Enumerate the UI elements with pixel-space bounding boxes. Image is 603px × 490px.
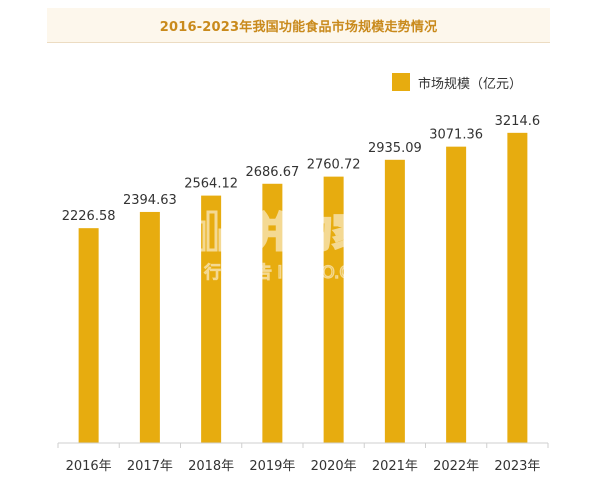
bar-2018年	[201, 195, 222, 443]
category-label: 2022年	[433, 459, 479, 474]
x-ticks-group	[57, 443, 549, 448]
category-label: 2018年	[188, 459, 234, 474]
category-labels-group: 2016年 2017年 2018年 2019年 2020年 2021年 2022年 2023年	[66, 459, 541, 474]
bar-2016年	[78, 228, 99, 443]
chart-title: 2016-2023年我国功能食品市场规模走势情况	[159, 19, 438, 35]
legend-swatch	[392, 73, 410, 91]
chart-legend: 市场规模（亿元）	[392, 72, 522, 92]
legend-label: 市场规模（亿元）	[418, 76, 523, 92]
category-label: 2016年	[66, 459, 112, 474]
category-label: 2021年	[372, 459, 418, 474]
category-label: 2017年	[127, 459, 173, 474]
value-label: 2935.09	[368, 141, 422, 156]
value-label: 3071.36	[429, 128, 483, 143]
value-label: 3214.6	[495, 114, 541, 129]
bar-2020年	[323, 176, 344, 444]
category-label: 2019年	[249, 459, 295, 474]
value-label: 2686.67	[245, 165, 299, 180]
bar-2019年	[262, 183, 283, 443]
bar-2017年	[139, 211, 160, 443]
category-label: 2023年	[494, 459, 540, 474]
bar-2021年	[384, 159, 405, 444]
bars-group	[78, 132, 528, 444]
chart-title-bar: 2016-2023年我国功能食品市场规模走势情况	[47, 8, 550, 43]
value-labels-group: 2226.58 2394.63 2564.12 2686.67 2760.72 2935.…	[62, 114, 540, 224]
category-label: 2020年	[311, 459, 357, 474]
bar-2022年	[446, 146, 467, 443]
value-label: 2760.72	[307, 158, 361, 173]
value-label: 2564.12	[184, 177, 238, 192]
value-label: 2394.63	[123, 193, 177, 208]
value-label: 2226.58	[62, 209, 116, 224]
bar-2023年	[507, 132, 528, 443]
